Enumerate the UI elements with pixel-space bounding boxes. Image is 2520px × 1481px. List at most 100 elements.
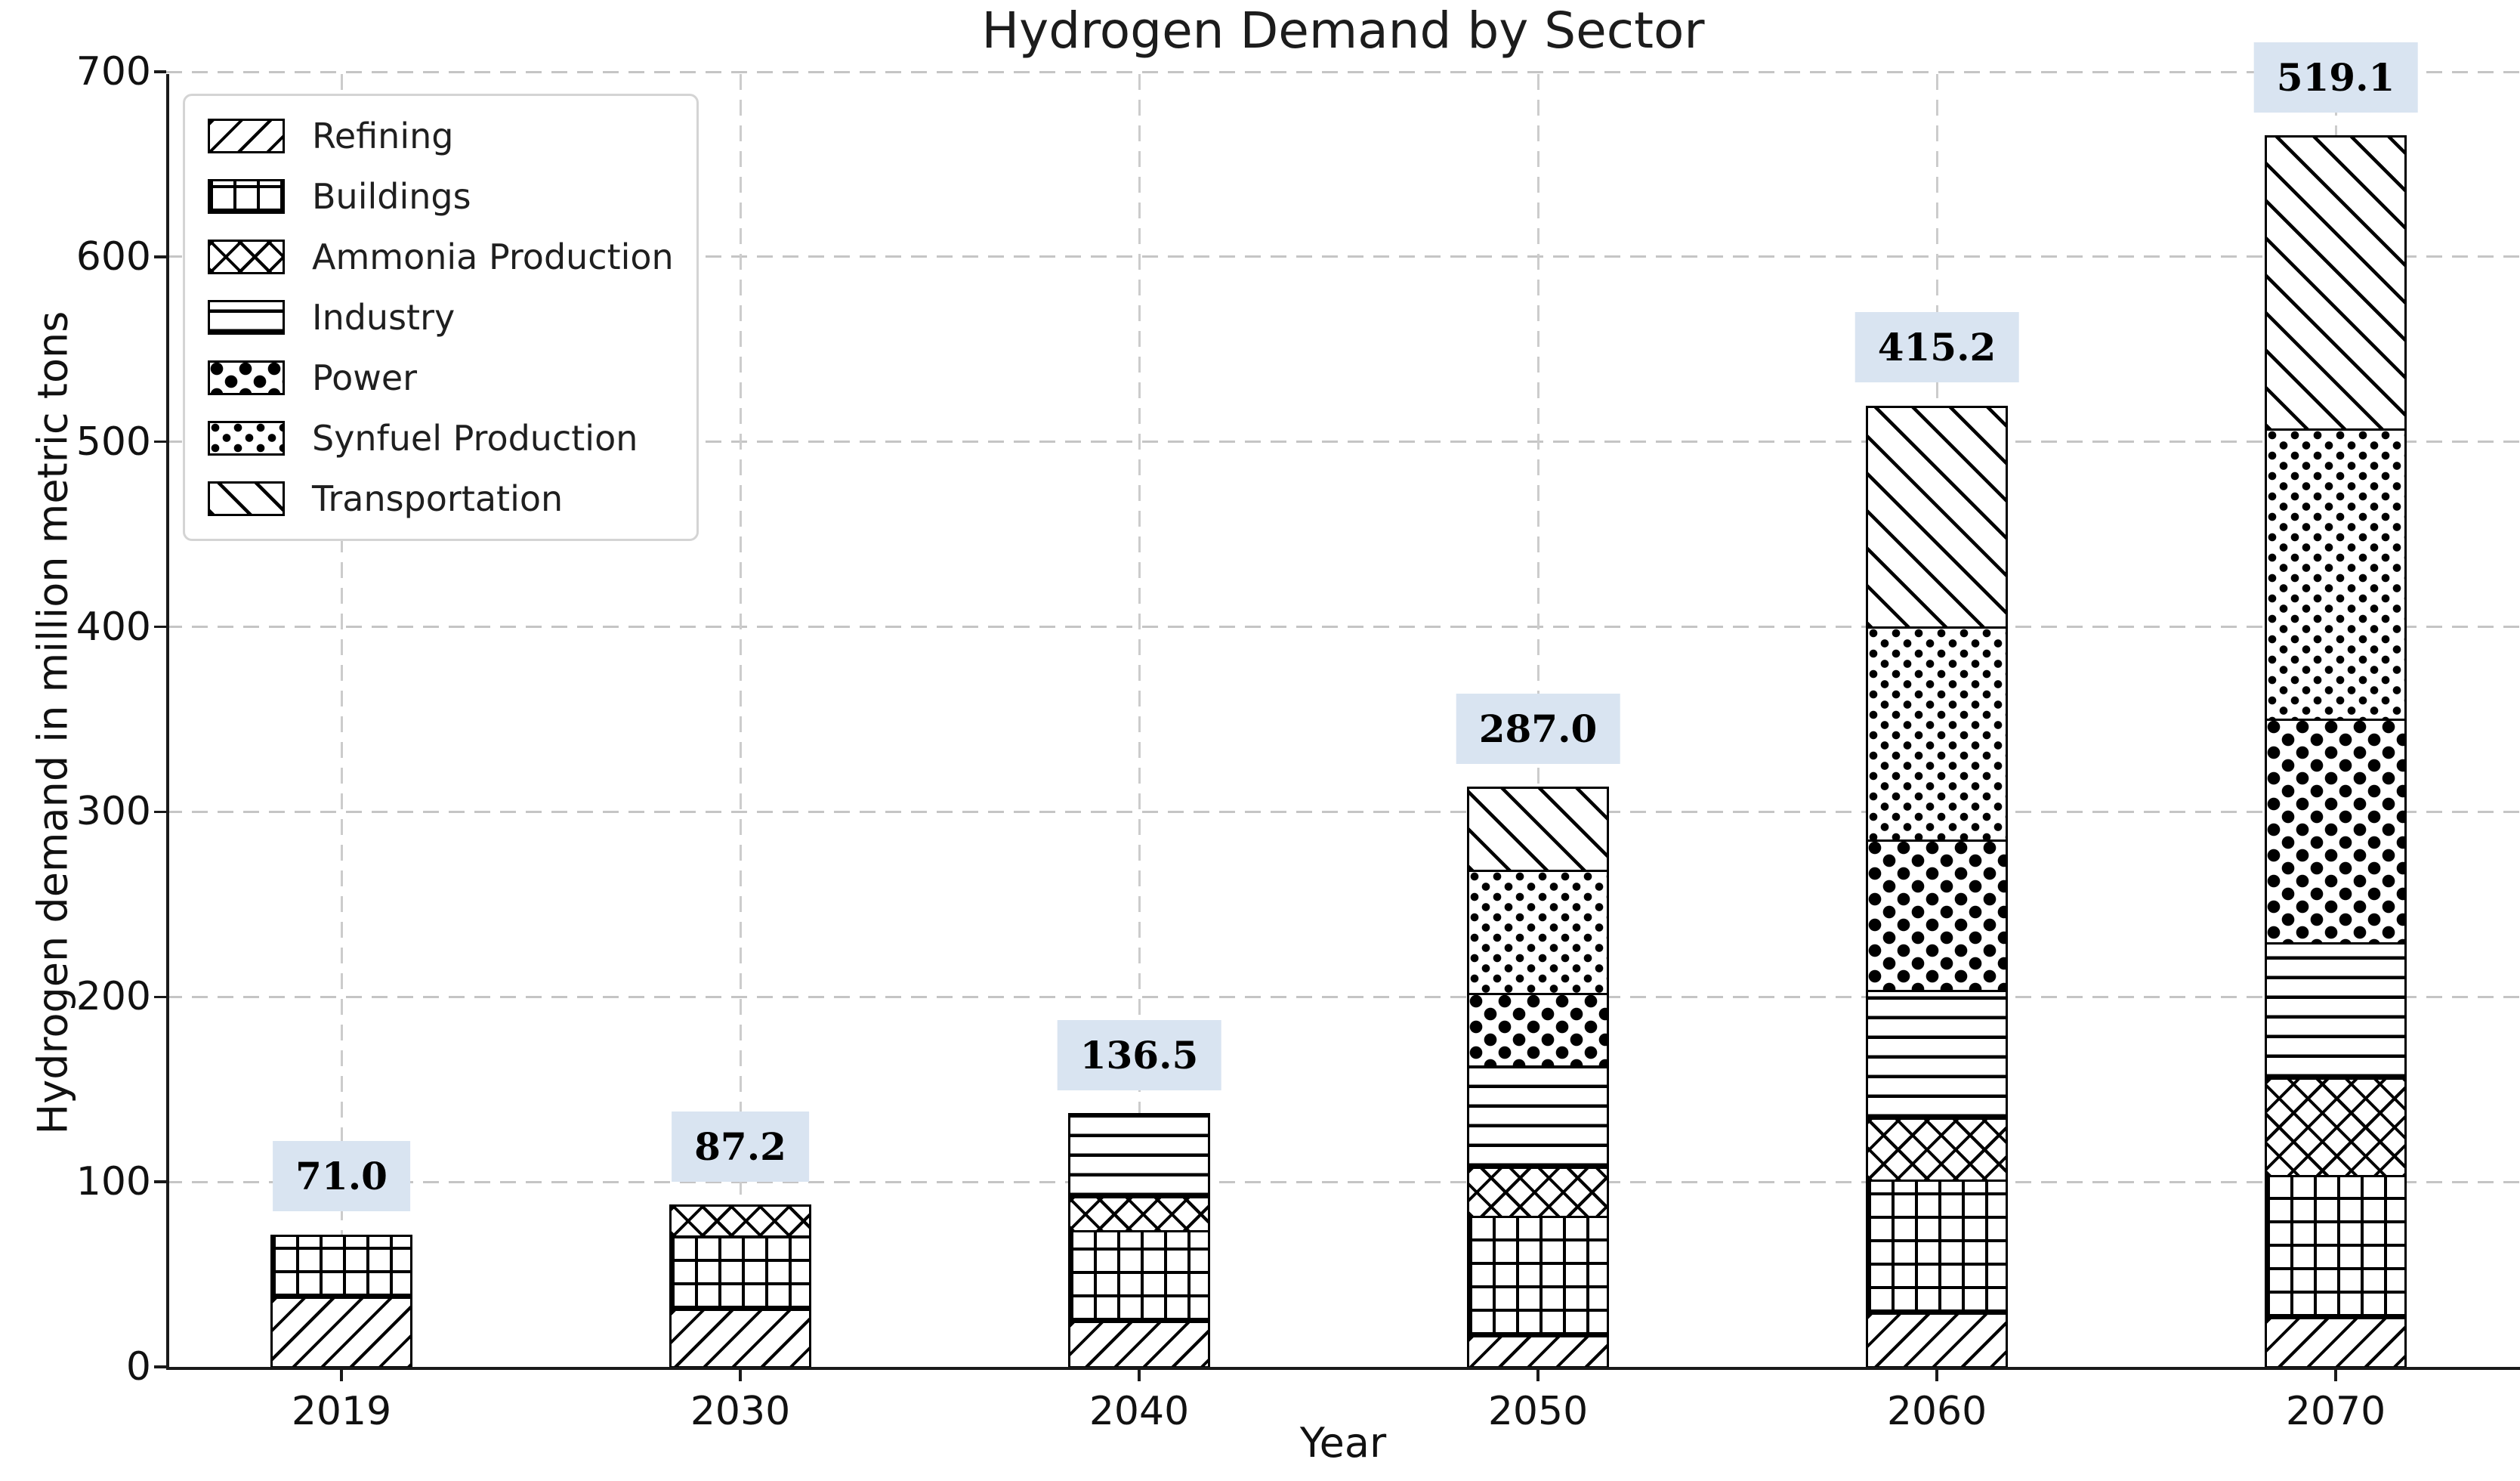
- bar-segment-buildings: [270, 1234, 412, 1299]
- legend-item-refining: Refining: [208, 116, 674, 156]
- bar-segment-transportation: [2265, 135, 2407, 431]
- chart-title: Hydrogen Demand by Sector: [981, 2, 1705, 60]
- dots-small-hatch-icon: [208, 421, 285, 456]
- y-tick-mark: [154, 625, 166, 629]
- y-tick-mark: [154, 255, 166, 258]
- bar-segment-industry: [1068, 1113, 1210, 1199]
- x-tick-mark: [1138, 1369, 1141, 1381]
- bar-segment-power: [1467, 993, 1609, 1068]
- bar-segment-industry: [2265, 941, 2407, 1080]
- bar-segment-industry: [1467, 1065, 1609, 1170]
- y-gridline: [166, 995, 2520, 998]
- y-tick-label: 100: [76, 1159, 151, 1205]
- bar-segment-transportation: [1467, 787, 1609, 873]
- y-gridline: [166, 626, 2520, 629]
- x-tick-label: 2019: [291, 1389, 392, 1434]
- bar-segment-synfuel-production: [2265, 428, 2407, 721]
- diag-fwd-hatch-icon: [208, 119, 285, 153]
- cross-hatch-icon: [208, 240, 285, 274]
- legend-label: Power: [312, 357, 418, 398]
- legend-label: Ammonia Production: [312, 237, 674, 277]
- legend-label: Synfuel Production: [312, 418, 638, 459]
- y-gridline: [166, 441, 2520, 444]
- legend-item-industry: Industry: [208, 297, 674, 338]
- y-tick-mark: [154, 1180, 166, 1183]
- y-gridline: [166, 70, 2520, 73]
- legend-label: Buildings: [312, 176, 471, 217]
- y-tick-label: 200: [76, 974, 151, 1020]
- plot-area: 0 100 200 300 400 500 600 700 2019 2030 2040 2050 20…: [76, 42, 2520, 1434]
- legend-label: Refining: [312, 116, 454, 156]
- x-tick-label: 2070: [2285, 1389, 2386, 1434]
- x-tick-mark: [1935, 1369, 1938, 1381]
- horiz-hatch-icon: [208, 300, 285, 335]
- x-tick-mark: [340, 1369, 343, 1381]
- x-tick-label: 2030: [690, 1389, 791, 1434]
- bar-segment-buildings: [1467, 1216, 1609, 1338]
- y-tick-mark: [154, 995, 166, 999]
- legend-item-synfuel-production: Synfuel Production: [208, 418, 674, 459]
- grid-hatch-icon: [208, 179, 285, 214]
- legend-label: Transportation: [312, 478, 564, 519]
- bar-segment-refining: [1866, 1312, 2008, 1368]
- y-tick-mark: [154, 810, 166, 814]
- bar-segment-refining: [270, 1296, 412, 1368]
- legend-item-ammonia-production: Ammonia Production: [208, 237, 674, 277]
- y-gridline: [166, 1180, 2520, 1183]
- diag-back-hatch-icon: [208, 481, 285, 516]
- bar-segment-buildings: [1068, 1229, 1210, 1323]
- y-tick-label: 300: [76, 789, 151, 835]
- x-axis-label: Year: [1299, 1419, 1387, 1467]
- x-tick-label: 2050: [1487, 1389, 1589, 1434]
- bar-segment-refining: [1068, 1320, 1210, 1368]
- bar-segment-power: [1866, 839, 2008, 993]
- bar-total-label: 415.2: [1854, 312, 2019, 383]
- bar-total-label: 87.2: [672, 1111, 809, 1182]
- bar-segment-power: [2265, 718, 2407, 945]
- legend-label: Industry: [312, 297, 456, 338]
- x-axis-spine: [166, 1367, 2520, 1370]
- bar-segment-buildings: [1866, 1180, 2008, 1315]
- dots-large-hatch-icon: [208, 360, 285, 395]
- legend-item-power: Power: [208, 357, 674, 398]
- y-tick-label: 0: [125, 1344, 151, 1390]
- legend-item-buildings: Buildings: [208, 176, 674, 217]
- bar-segment-ammonia-production: [1866, 1118, 2008, 1183]
- bar-total-label: 136.5: [1057, 1019, 1221, 1090]
- y-gridline: [166, 810, 2520, 813]
- bar-segment-buildings: [669, 1235, 811, 1311]
- bar-segment-refining: [2265, 1316, 2407, 1368]
- y-gridline: [166, 255, 2520, 258]
- bar-segment-ammonia-production: [2265, 1077, 2407, 1178]
- x-gridline: [340, 74, 343, 1369]
- bar-segment-refining: [669, 1308, 811, 1368]
- bar-segment-synfuel-production: [1866, 626, 2008, 842]
- x-tick-mark: [2334, 1369, 2337, 1381]
- y-tick-mark: [154, 440, 166, 444]
- bar-segment-ammonia-production: [669, 1204, 811, 1238]
- bar-total-label: 71.0: [273, 1141, 410, 1212]
- y-axis-label: Hydrogen demand in million metric tons: [29, 311, 77, 1135]
- bar-segment-industry: [1866, 990, 2008, 1121]
- x-gridline: [739, 74, 742, 1369]
- y-tick-label: 700: [76, 49, 151, 94]
- bar-segment-refining: [1467, 1335, 1609, 1368]
- bar-segment-buildings: [2265, 1175, 2407, 1319]
- y-tick-label: 500: [76, 419, 151, 465]
- legend-item-transportation: Transportation: [208, 478, 674, 519]
- x-gridline: [1138, 74, 1141, 1369]
- x-tick-label: 2060: [1886, 1389, 1987, 1434]
- y-axis-spine: [166, 74, 169, 1369]
- y-tick-mark: [154, 70, 166, 73]
- bar-segment-transportation: [1866, 405, 2008, 629]
- y-tick-mark: [154, 1365, 166, 1368]
- y-tick-label: 600: [76, 233, 151, 280]
- x-tick-label: 2040: [1089, 1389, 1190, 1434]
- bar-total-label: 287.0: [1456, 693, 1620, 764]
- y-tick-label: 400: [76, 604, 151, 650]
- bar-segment-ammonia-production: [1467, 1167, 1609, 1219]
- bar-segment-synfuel-production: [1467, 870, 1609, 996]
- x-tick-mark: [739, 1369, 742, 1381]
- bar-segment-ammonia-production: [1068, 1196, 1210, 1232]
